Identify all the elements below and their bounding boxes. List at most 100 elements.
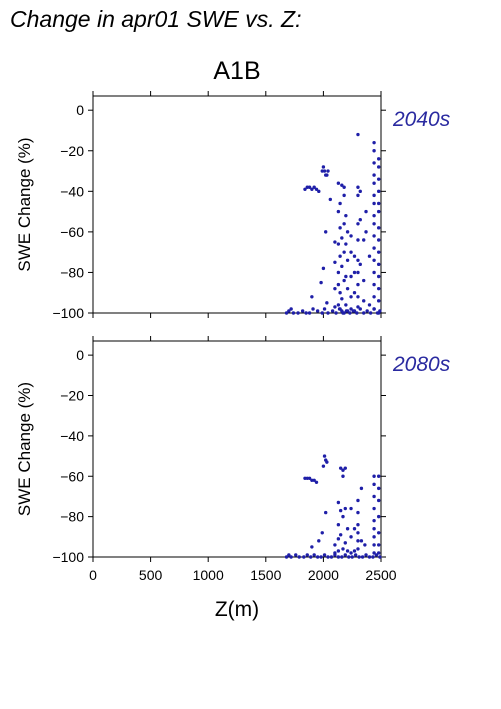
data-point: [326, 555, 330, 559]
data-point: [340, 309, 344, 313]
data-point: [344, 213, 348, 218]
data-point: [310, 187, 314, 191]
data-point: [342, 250, 346, 254]
data-point: [315, 555, 320, 559]
data-point: [365, 309, 369, 313]
data-point: [372, 173, 376, 177]
data-point: [372, 270, 376, 275]
data-point: [356, 222, 360, 226]
data-point: [340, 236, 344, 240]
data-point: [376, 543, 381, 547]
data-point: [345, 258, 350, 262]
data-point: [372, 518, 376, 523]
data-point: [372, 213, 376, 218]
y-tick-label: −60: [60, 224, 84, 240]
data-point: [356, 238, 360, 242]
data-point: [345, 309, 350, 313]
data-point: [372, 140, 376, 145]
data-point: [347, 555, 351, 559]
data-point: [324, 510, 328, 515]
data-point: [317, 189, 321, 194]
x-tick-label: 1500: [250, 567, 281, 583]
data-point: [284, 311, 289, 315]
data-point: [349, 307, 353, 311]
data-point: [372, 474, 376, 478]
data-point: [374, 553, 379, 557]
data-point: [372, 222, 376, 226]
data-point: [356, 498, 360, 503]
data-point: [372, 234, 376, 238]
data-point: [376, 486, 381, 491]
data-point: [349, 274, 353, 279]
panel-2040s: 0 −20 −40 −60 −80 −100 SWE Change (%) 2040s: [15, 91, 451, 321]
data-point: [358, 189, 362, 194]
data-point: [371, 555, 375, 559]
data-point: [372, 295, 376, 299]
data-point: [359, 486, 364, 491]
data-point: [326, 311, 330, 315]
data-point: [307, 311, 312, 315]
data-point: [321, 266, 326, 271]
data-point: [333, 260, 337, 264]
data-point: [372, 258, 376, 262]
period-label: 2040s: [392, 108, 451, 131]
data-point: [344, 242, 348, 246]
data-point: [319, 555, 323, 559]
data-point: [300, 309, 305, 313]
data-point: [376, 157, 381, 161]
data-point: [352, 270, 357, 275]
data-point: [320, 169, 324, 173]
data-point: [376, 286, 381, 291]
data-point: [356, 193, 360, 198]
data-point: [321, 464, 326, 468]
data-point: [376, 201, 381, 206]
data-point: [338, 508, 343, 513]
data-point: [362, 311, 366, 315]
data-point: [289, 307, 293, 311]
data-point: [364, 230, 368, 234]
data-point: [356, 185, 360, 189]
data-point: [304, 311, 308, 315]
data-point: [325, 301, 329, 305]
data-point: [325, 173, 329, 177]
y-tick-label: 0: [76, 102, 84, 118]
data-point: [376, 299, 381, 303]
data-point: [341, 468, 345, 472]
data-point: [319, 280, 323, 285]
data-point: [367, 555, 372, 559]
data-point: [333, 305, 337, 309]
data-point: [372, 149, 376, 153]
data-point: [372, 494, 376, 499]
data-point: [312, 478, 316, 482]
data-point: [356, 523, 360, 527]
data-point: [336, 181, 341, 185]
data-point: [344, 303, 348, 307]
data-point: [372, 551, 376, 555]
x-tick-label: 2500: [365, 567, 396, 583]
data-point: [344, 274, 348, 279]
data-point: [362, 238, 366, 242]
y-tick-label: −100: [52, 305, 84, 321]
data-point: [340, 183, 344, 187]
data-point: [342, 278, 346, 283]
data-point: [297, 555, 301, 559]
data-point: [315, 309, 320, 313]
data-point: [349, 506, 353, 511]
data-point: [356, 270, 360, 275]
data-point: [358, 262, 362, 267]
data-point: [376, 238, 381, 242]
period-label: 2080s: [392, 353, 451, 376]
data-point: [340, 297, 344, 301]
data-point: [358, 307, 362, 311]
data-point: [359, 539, 364, 543]
data-point: [343, 541, 347, 545]
data-point: [326, 169, 330, 173]
data-point: [376, 250, 381, 254]
data-point: [356, 547, 360, 551]
data-point: [362, 299, 366, 303]
data-point: [328, 197, 333, 202]
data-point: [310, 545, 314, 549]
y-tick-label: −60: [60, 468, 84, 484]
data-point: [345, 527, 350, 531]
data-point: [336, 209, 341, 214]
